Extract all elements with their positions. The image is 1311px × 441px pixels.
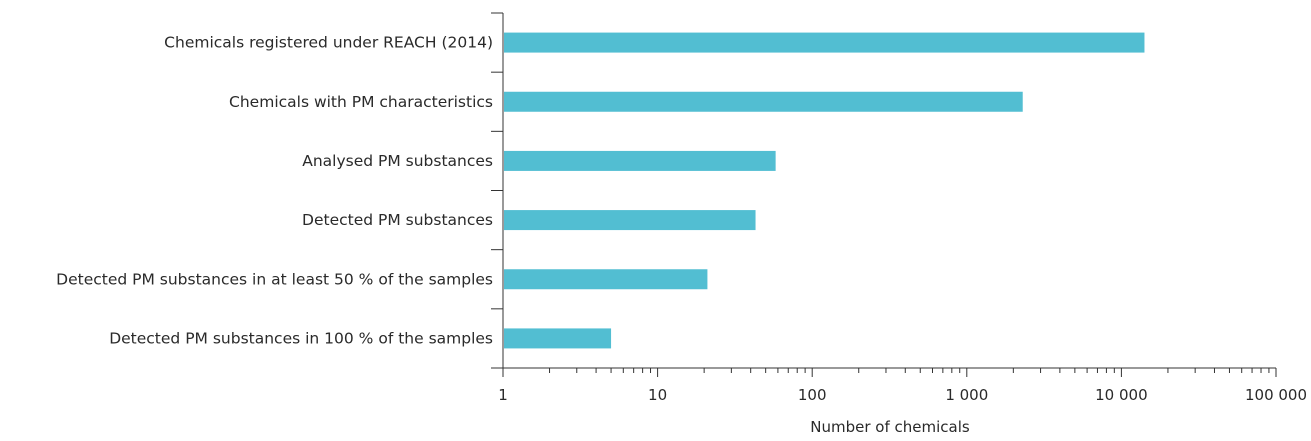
x-tick-label: 100 (798, 386, 827, 404)
category-label: Detected PM substances in 100 % of the s… (109, 329, 493, 347)
category-label: Analysed PM substances (302, 152, 493, 170)
x-tick-label: 10 000 (1095, 386, 1148, 404)
category-label: Detected PM substances in at least 50 % … (56, 270, 493, 288)
x-axis: 1 10 100 1 000 10 000 100 000 (498, 367, 1307, 404)
x-tick-label: 1 000 (945, 386, 988, 404)
bar (504, 269, 708, 290)
x-axis-title: Number of chemicals (810, 418, 970, 436)
bar (504, 210, 756, 231)
bar (504, 150, 776, 171)
bar (504, 91, 1023, 112)
x-tick-label: 10 (648, 386, 667, 404)
y-axis (491, 12, 504, 369)
category-labels: Chemicals registered under REACH (2014) C… (56, 34, 493, 348)
bars-group (504, 32, 1145, 349)
bar (504, 32, 1145, 53)
category-label: Detected PM substances (302, 211, 493, 229)
category-label: Chemicals registered under REACH (2014) (164, 34, 493, 52)
bar (504, 328, 612, 349)
category-label: Chemicals with PM characteristics (229, 93, 493, 111)
x-tick-label: 1 (498, 386, 508, 404)
x-tick-label: 100 000 (1245, 386, 1307, 404)
